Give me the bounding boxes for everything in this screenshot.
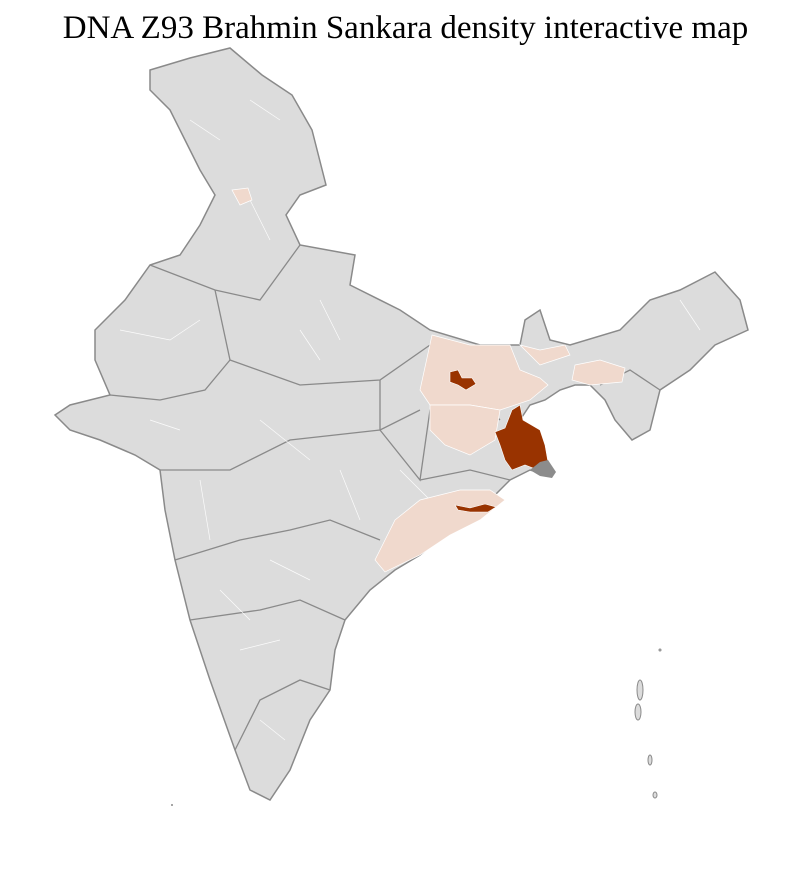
lakshadweep-islands bbox=[171, 804, 173, 806]
region-jharkhand[interactable] bbox=[429, 404, 501, 456]
region-bihar-hotspot[interactable] bbox=[449, 369, 477, 391]
india-outline[interactable] bbox=[53, 47, 749, 801]
region-himachal[interactable] bbox=[231, 187, 253, 206]
region-bihar[interactable] bbox=[419, 334, 549, 411]
region-odisha-hotspot[interactable] bbox=[454, 503, 497, 513]
andaman-islands[interactable] bbox=[634, 648, 662, 799]
map-title: DNA Z93 Brahmin Sankara density interact… bbox=[62, 10, 749, 46]
region-assam[interactable] bbox=[571, 359, 626, 386]
state-borders bbox=[109, 244, 661, 751]
district-borders bbox=[119, 99, 701, 741]
high-density-regions[interactable] bbox=[449, 369, 549, 513]
region-south-bengal[interactable] bbox=[494, 404, 549, 471]
india-landmass[interactable] bbox=[53, 47, 749, 801]
region-north-bengal[interactable] bbox=[518, 344, 571, 366]
no-data-region[interactable] bbox=[530, 460, 556, 478]
